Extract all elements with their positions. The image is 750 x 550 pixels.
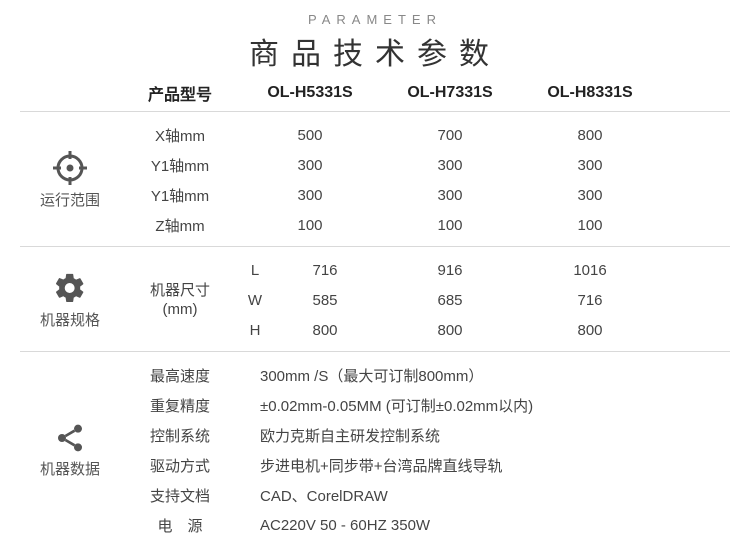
row-val: 500 — [240, 127, 380, 144]
target-icon — [53, 151, 87, 185]
row-val: AC220V 50 - 60HZ 350W — [240, 517, 730, 534]
table-row: 驱动方式 步进电机+同步带+台湾品牌直线导轨 — [120, 450, 730, 480]
section-range-label: 运行范围 — [40, 189, 100, 210]
page-title: 商品技术参数 — [20, 29, 730, 73]
section-size: 机器规格 机器尺寸 (mm) L W H 716 585 800 — [20, 246, 730, 351]
header-model-2: OL-H8331S — [520, 84, 660, 102]
row-val: 300 — [520, 157, 660, 174]
table-row: 控制系统 欧力克斯自主研发控制系统 — [120, 420, 730, 450]
row-val: 800 — [520, 127, 660, 144]
dim-letter: W — [240, 292, 270, 309]
dim-val: 685 — [380, 292, 520, 309]
table-row: Y1轴mm 300 300 300 — [120, 150, 730, 180]
share-icon — [54, 422, 86, 454]
table-row: 电 源 AC220V 50 - 60HZ 350W — [120, 510, 730, 540]
dim-val: 716 — [270, 262, 380, 279]
row-val: 100 — [240, 217, 380, 234]
section-data: 机器数据 最高速度 300mm /S（最大可订制800mm） 重复精度 ±0.0… — [20, 351, 730, 546]
dim-val: 800 — [380, 322, 520, 339]
row-val: 300 — [380, 157, 520, 174]
table-row: Z轴mm 100 100 100 — [120, 210, 730, 240]
row-label: 支持文档 — [120, 485, 240, 506]
row-val: 300 — [240, 187, 380, 204]
table-row: 最高速度 300mm /S（最大可订制800mm） — [120, 360, 730, 390]
row-val: 欧力克斯自主研发控制系统 — [240, 425, 730, 446]
row-val: 300 — [380, 187, 520, 204]
row-label: Y1轴mm — [120, 155, 240, 176]
section-range: 运行范围 X轴mm 500 700 800 Y1轴mm 300 300 300 … — [20, 111, 730, 246]
dims-label: 机器尺寸 (mm) — [120, 255, 240, 345]
row-val: 300mm /S（最大可订制800mm） — [240, 365, 730, 386]
row-val: 700 — [380, 127, 520, 144]
row-label: 控制系统 — [120, 425, 240, 446]
header-param: 产品型号 — [120, 81, 240, 105]
dims-label-1: 机器尺寸 — [150, 281, 210, 301]
dim-val: 916 — [380, 262, 520, 279]
table-row: 支持文档 CAD、CorelDRAW — [120, 480, 730, 510]
dim-val: 1016 — [520, 262, 660, 279]
header-model-0: OL-H5331S — [240, 84, 380, 102]
gear-icon — [53, 271, 87, 305]
dim-letter: H — [240, 322, 270, 339]
row-val: 100 — [520, 217, 660, 234]
dim-val: 585 — [270, 292, 380, 309]
dim-val: 716 — [520, 292, 660, 309]
table-row: X轴mm 500 700 800 — [120, 120, 730, 150]
row-label: 重复精度 — [120, 395, 240, 416]
table-row: 重复精度 ±0.02mm-0.05MM (可订制±0.02mm以内) — [120, 390, 730, 420]
row-val: CAD、CorelDRAW — [240, 485, 730, 506]
row-label: 最高速度 — [120, 365, 240, 386]
header-row: 产品型号 OL-H5331S OL-H7331S OL-H8331S — [20, 81, 730, 111]
dim-val: 800 — [520, 322, 660, 339]
row-val: 300 — [520, 187, 660, 204]
row-label: X轴mm — [120, 125, 240, 146]
dim-letter: L — [240, 262, 270, 279]
row-val: 300 — [240, 157, 380, 174]
row-val: 步进电机+同步带+台湾品牌直线导轨 — [240, 455, 730, 476]
row-label: Y1轴mm — [120, 185, 240, 206]
subtitle: PARAMETER — [20, 12, 730, 27]
section-size-label: 机器规格 — [40, 309, 100, 330]
table-row: Y1轴mm 300 300 300 — [120, 180, 730, 210]
row-val: ±0.02mm-0.05MM (可订制±0.02mm以内) — [240, 395, 730, 416]
row-label: Z轴mm — [120, 215, 240, 236]
row-label: 驱动方式 — [120, 455, 240, 476]
row-val: 100 — [380, 217, 520, 234]
row-label: 电 源 — [120, 515, 240, 536]
header-model-1: OL-H7331S — [380, 84, 520, 102]
dims-label-2: (mm) — [163, 300, 198, 320]
section-data-label: 机器数据 — [40, 458, 100, 479]
dim-val: 800 — [270, 322, 380, 339]
